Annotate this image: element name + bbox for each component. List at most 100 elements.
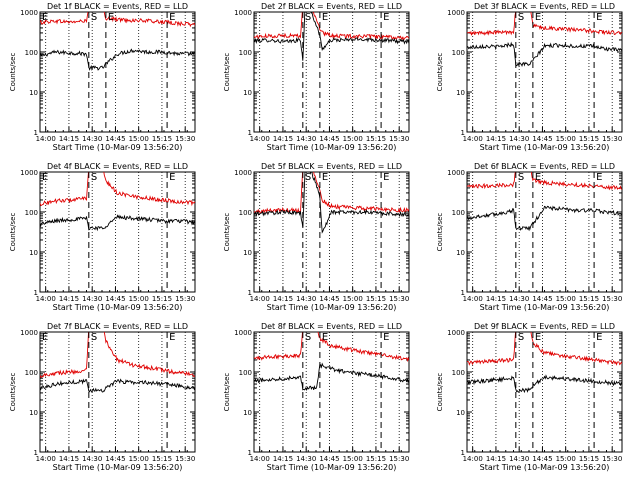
x-tick-label: 14:15 <box>273 295 293 303</box>
chart-title: Det 1f BLACK = Events, RED = LLD <box>47 2 188 11</box>
series-line-events <box>467 41 622 68</box>
chart-title: Det 5f BLACK = Events, RED = LLD <box>261 162 402 171</box>
y-tick-label: 100 <box>25 49 38 57</box>
chart-title: Det 3f BLACK = Events, RED = LLD <box>474 2 615 11</box>
marker-label: S <box>305 172 311 183</box>
y-tick-label: 100 <box>239 369 252 377</box>
marker-label: E <box>108 12 114 23</box>
x-tick-label: 14:30 <box>296 135 316 143</box>
x-tick-label: 15:15 <box>579 455 599 463</box>
x-tick-label: 15:30 <box>175 295 195 303</box>
x-tick-label: 14:00 <box>250 135 270 143</box>
x-tick-label: 14:45 <box>319 295 339 303</box>
marker-label: S <box>518 172 524 183</box>
y-tick-label: 10 <box>456 89 465 97</box>
y-axis-label: Counts/sec <box>436 373 444 412</box>
marker-label: E <box>596 172 602 183</box>
y-tick-label: 100 <box>239 49 252 57</box>
y-tick-label: 10 <box>243 249 252 257</box>
y-axis-label: Counts/sec <box>223 53 231 92</box>
y-tick-label: 10 <box>243 89 252 97</box>
x-tick-label: 14:00 <box>250 295 270 303</box>
y-tick-label: 1000 <box>447 329 465 337</box>
plot-frame <box>39 171 196 293</box>
series-line-lld <box>40 332 195 378</box>
y-axis-label: Counts/sec <box>9 213 17 252</box>
x-tick-label: 14:00 <box>36 135 56 143</box>
y-axis-label: Counts/sec <box>9 53 17 92</box>
x-tick-label: 15:15 <box>579 295 599 303</box>
series-line-lld <box>254 332 409 363</box>
series-line-events <box>254 362 409 392</box>
x-tick-label: 15:15 <box>366 135 386 143</box>
marker-label: E <box>383 12 389 23</box>
x-tick-label: 15:15 <box>152 295 172 303</box>
marker-label: E <box>169 172 175 183</box>
data-area <box>467 332 622 394</box>
plot-frame <box>466 171 623 293</box>
y-axis-label: Counts/sec <box>436 53 444 92</box>
x-tick-label: 15:15 <box>152 135 172 143</box>
plot-frame <box>253 11 410 133</box>
x-axis-label: Start Time (10-Mar-09 13:56:20) <box>267 463 397 472</box>
y-tick-label: 1 <box>248 129 252 137</box>
y-axis-label: Counts/sec <box>436 213 444 252</box>
x-tick-label: 14:45 <box>105 135 125 143</box>
x-tick-label: 14:15 <box>273 455 293 463</box>
x-tick-label: 15:15 <box>366 455 386 463</box>
series-line-lld <box>40 172 195 207</box>
chart-panel-9: Det 9f BLACK = Events, RED = LLD 1 10 100 10… <box>436 322 623 472</box>
x-axis-label: Start Time (10-Mar-09 13:56:20) <box>480 303 610 312</box>
x-axis-label: Start Time (10-Mar-09 13:56:20) <box>480 463 610 472</box>
y-tick-label: 1000 <box>234 169 252 177</box>
x-tick-label: 15:30 <box>602 135 622 143</box>
chart-title: Det 7f BLACK = Events, RED = LLD <box>47 322 188 331</box>
y-tick-label: 1000 <box>234 9 252 17</box>
x-tick-label: 14:00 <box>36 455 56 463</box>
x-tick-label: 15:30 <box>175 135 195 143</box>
chart-panel-6: Det 6f BLACK = Events, RED = LLD 1 10 100 10… <box>436 162 623 312</box>
y-tick-label: 1 <box>34 129 38 137</box>
x-tick-label: 14:15 <box>486 455 506 463</box>
x-tick-label: 15:30 <box>389 135 409 143</box>
x-tick-label: 14:30 <box>296 295 316 303</box>
y-tick-label: 1000 <box>20 329 38 337</box>
series-line-lld <box>254 12 409 42</box>
x-tick-label: 14:00 <box>463 455 483 463</box>
x-tick-label: 15:00 <box>129 135 149 143</box>
x-tick-label: 14:45 <box>532 455 552 463</box>
data-area <box>40 12 195 72</box>
plot-frame <box>39 11 196 133</box>
x-axis-label: Start Time (10-Mar-09 13:56:20) <box>267 303 397 312</box>
plot-frame <box>253 331 410 453</box>
series-line-events <box>40 48 195 72</box>
y-tick-label: 1 <box>248 449 252 457</box>
y-tick-label: 1000 <box>447 9 465 17</box>
x-tick-label: 14:00 <box>463 135 483 143</box>
x-tick-label: 14:00 <box>463 295 483 303</box>
x-axis-label: Start Time (10-Mar-09 13:56:20) <box>267 143 397 152</box>
marker-label: E <box>169 12 175 23</box>
marker-label: E <box>535 172 541 183</box>
x-axis-label: Start Time (10-Mar-09 13:56:20) <box>480 143 610 152</box>
data-area <box>40 172 195 232</box>
x-tick-label: 14:15 <box>486 295 506 303</box>
x-tick-label: 14:30 <box>509 135 529 143</box>
y-tick-label: 1000 <box>234 329 252 337</box>
series-line-lld <box>467 12 622 36</box>
x-tick-label: 14:45 <box>105 455 125 463</box>
y-tick-label: 10 <box>243 409 252 417</box>
marker-label: S <box>91 172 97 183</box>
x-tick-label: 14:45 <box>319 135 339 143</box>
x-tick-label: 14:30 <box>509 295 529 303</box>
data-area <box>467 12 622 68</box>
chart-title: Det 9f BLACK = Events, RED = LLD <box>474 322 615 331</box>
chart-panel-5: Det 5f BLACK = Events, RED = LLD 1 10 100 10… <box>223 162 410 312</box>
y-tick-label: 1 <box>34 449 38 457</box>
marker-label: E <box>596 12 602 23</box>
marker-label: E <box>42 12 48 23</box>
data-area <box>254 172 409 234</box>
marker-label: E <box>42 332 48 343</box>
y-tick-label: 100 <box>25 209 38 217</box>
chart-panel-1: Det 1f BLACK = Events, RED = LLD 1 10 100 10… <box>9 2 196 152</box>
